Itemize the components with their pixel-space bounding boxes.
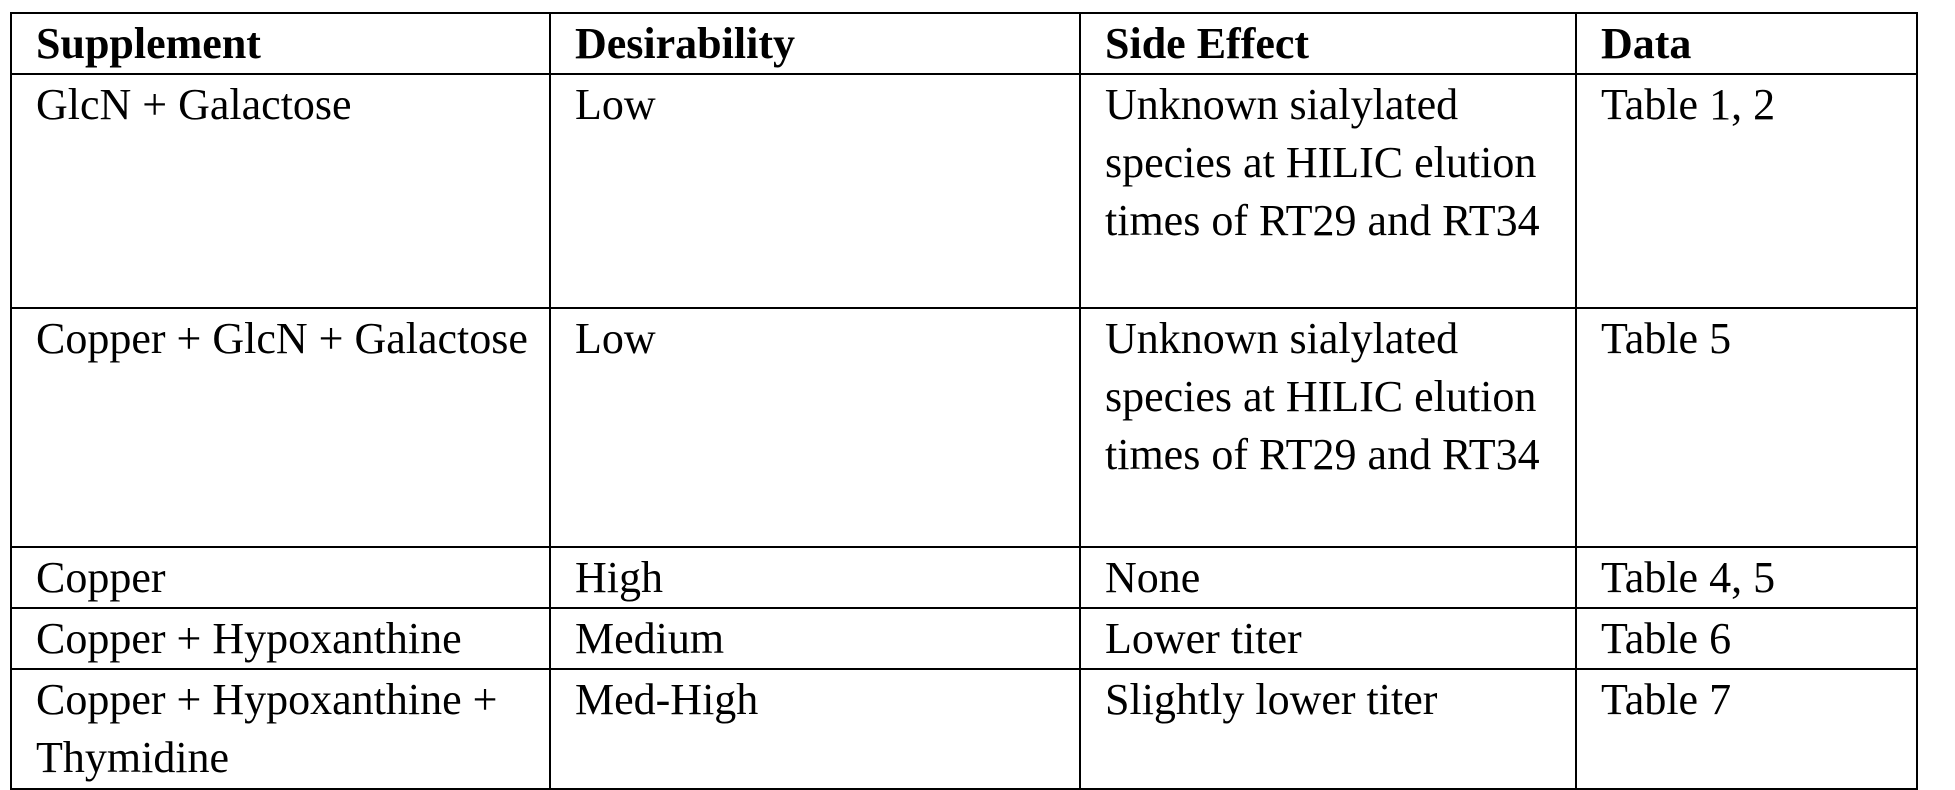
cell-side-effect: None [1079,546,1577,609]
table-row: Copper + GlcN + Galactose Low Unknown si… [10,307,1918,548]
table-row: Copper + Hypoxanthine + Thymidine Med-Hi… [10,668,1918,790]
cell-data: Table 4, 5 [1575,546,1918,609]
cell-desirability: Low [549,307,1081,548]
cell-supplement: GlcN + Galactose [10,73,551,309]
cell-desirability: Med-High [549,668,1081,790]
table-header-row: Supplement Desirability Side Effect Data [10,12,1918,75]
table-row: Copper High None Table 4, 5 [10,546,1918,609]
cell-desirability: High [549,546,1081,609]
cell-side-effect: Unknown sialylated species at HILIC elut… [1079,73,1577,309]
cell-supplement: Copper + Hypoxanthine + Thymidine [10,668,551,790]
table-row: GlcN + Galactose Low Unknown sialylated … [10,73,1918,309]
cell-side-effect: Lower titer [1079,607,1577,670]
header-data: Data [1575,12,1918,75]
header-desirability: Desirability [549,12,1081,75]
cell-desirability: Low [549,73,1081,309]
cell-desirability: Medium [549,607,1081,670]
cell-data: Table 7 [1575,668,1918,790]
cell-data: Table 6 [1575,607,1918,670]
table-row: Copper + Hypoxanthine Medium Lower titer… [10,607,1918,670]
cell-supplement: Copper + Hypoxanthine [10,607,551,670]
cell-side-effect: Unknown sialylated species at HILIC elut… [1079,307,1577,548]
cell-supplement: Copper [10,546,551,609]
supplement-table: Supplement Desirability Side Effect Data… [10,12,1918,790]
cell-supplement: Copper + GlcN + Galactose [10,307,551,548]
cell-side-effect: Slightly lower titer [1079,668,1577,790]
cell-data: Table 1, 2 [1575,73,1918,309]
cell-data: Table 5 [1575,307,1918,548]
header-side-effect: Side Effect [1079,12,1577,75]
header-supplement: Supplement [10,12,551,75]
